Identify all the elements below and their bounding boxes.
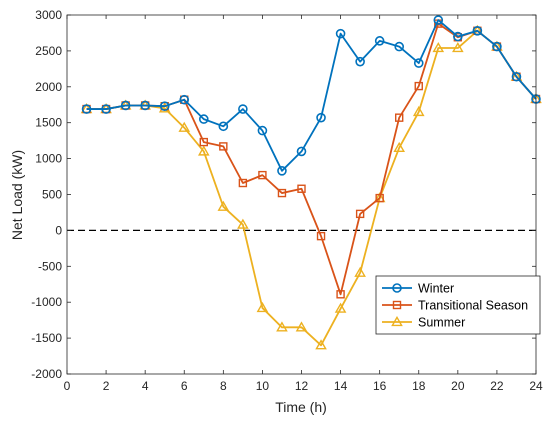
data-point	[414, 81, 423, 91]
y-tick-label: 2000	[35, 80, 62, 94]
data-point	[335, 28, 346, 39]
x-axis-label: Time (h)	[275, 399, 327, 415]
data-point	[296, 146, 307, 157]
data-point	[81, 104, 92, 114]
data-point	[412, 105, 425, 117]
x-tick-label: 12	[295, 379, 309, 393]
y-tick-label: 0	[55, 223, 62, 237]
legend-marker	[392, 283, 402, 293]
x-tick-label: 8	[220, 379, 227, 393]
y-tick-label: 3000	[35, 8, 62, 22]
data-point	[159, 101, 170, 111]
data-point	[257, 125, 268, 136]
x-tick-label: 22	[490, 379, 504, 393]
data-point	[452, 42, 464, 53]
data-point	[354, 266, 366, 277]
data-point	[394, 41, 405, 52]
data-point	[179, 94, 190, 105]
data-point	[218, 121, 229, 132]
x-tick-label: 18	[412, 379, 426, 393]
legend: Winter Transitional Season Summer	[375, 275, 541, 335]
data-point	[276, 321, 288, 332]
data-point	[237, 218, 249, 229]
data-point	[492, 41, 502, 52]
legend-label: Transitional Season	[418, 299, 528, 313]
y-axis-label: Net Load (kW)	[9, 150, 25, 240]
data-point	[120, 100, 131, 111]
data-point	[472, 25, 483, 36]
y-tick-label: 1000	[35, 152, 62, 166]
legend-marker	[392, 300, 402, 310]
data-point	[219, 142, 228, 151]
data-point	[355, 209, 365, 219]
y-tick-label: -500	[38, 259, 62, 273]
x-tick-label: 6	[181, 379, 188, 393]
y-tick-label: 500	[42, 188, 62, 202]
legend-label: Winter	[418, 282, 454, 296]
data-point	[395, 113, 404, 122]
y-tick-label: -1000	[31, 295, 62, 309]
data-point	[315, 339, 327, 350]
data-point	[178, 121, 191, 132]
x-tick-label: 14	[334, 379, 348, 393]
y-tick-label: -1500	[31, 331, 62, 345]
x-tick-label: 2	[103, 379, 110, 393]
data-point	[297, 184, 306, 193]
data-point	[277, 188, 287, 198]
data-point	[316, 231, 326, 241]
legend-entry: Summer	[382, 316, 465, 330]
data-point	[511, 71, 522, 82]
data-point	[374, 36, 385, 46]
data-point	[258, 170, 267, 180]
x-tick-label: 24	[529, 379, 543, 393]
data-point	[433, 15, 444, 25]
data-point	[277, 166, 287, 176]
x-tick-label: 4	[142, 379, 149, 393]
axes-layer: 0 2 4 6 8 10 12 14 16 18 20 22 24-2000-1500-1000-500…	[31, 8, 543, 393]
data-point	[101, 104, 111, 114]
data-point	[393, 141, 406, 152]
y-tick-label: 1500	[35, 116, 62, 130]
data-point	[295, 321, 308, 332]
legend-label: Summer	[418, 316, 465, 330]
data-point	[432, 42, 445, 53]
x-tick-label: 20	[451, 379, 465, 393]
x-tick-label: 10	[256, 379, 270, 393]
legend-entry: Transitional Season	[382, 299, 528, 313]
x-tick-label: 16	[373, 379, 387, 393]
series-layer	[80, 15, 542, 350]
legend-entry: Winter	[382, 282, 454, 296]
data-point	[199, 137, 208, 147]
y-tick-label: 2500	[35, 44, 62, 58]
legend-marker	[391, 315, 403, 327]
data-point	[316, 112, 326, 123]
data-point	[413, 58, 424, 68]
data-point	[334, 302, 347, 313]
data-point	[197, 145, 210, 156]
y-tick-label: -2000	[31, 367, 62, 381]
data-point	[453, 31, 463, 42]
data-point	[217, 200, 230, 211]
data-point	[140, 100, 150, 111]
x-tick-label: 0	[64, 379, 71, 393]
data-point	[158, 102, 171, 113]
data-point	[355, 56, 365, 67]
data-point	[238, 178, 248, 188]
data-point	[238, 104, 248, 114]
data-point	[198, 114, 209, 124]
data-point	[256, 301, 269, 313]
data-point	[336, 290, 345, 299]
data-point	[375, 193, 384, 203]
